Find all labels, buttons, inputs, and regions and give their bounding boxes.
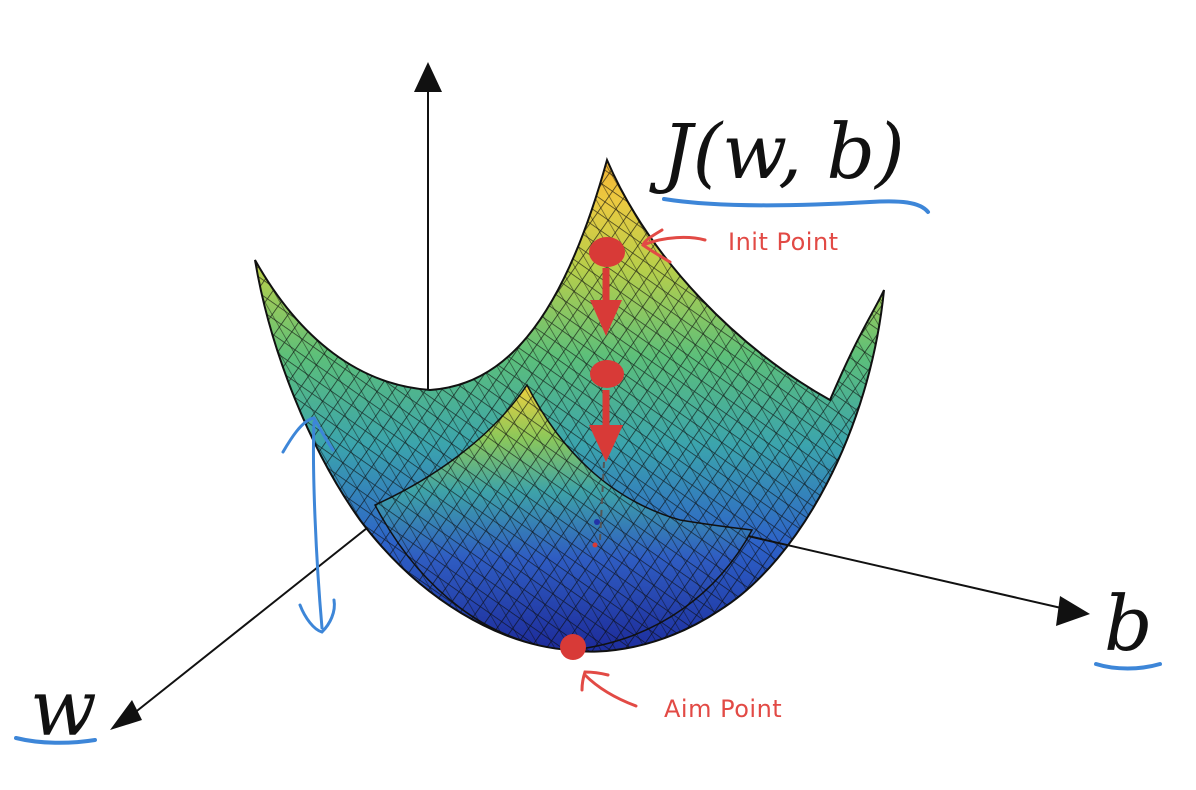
w-axis-label: w xyxy=(30,664,97,754)
down-arrow-icon xyxy=(589,425,623,462)
aim-point-label: Aim Point xyxy=(664,695,782,723)
arrow-head-icon xyxy=(414,62,442,92)
down-arrow-icon xyxy=(590,300,622,336)
descent-path xyxy=(560,237,625,660)
title-underline xyxy=(662,197,930,214)
b-label-underline xyxy=(1094,662,1162,671)
b-axis xyxy=(747,535,1090,626)
aim-point-marker xyxy=(560,634,586,660)
b-axis-label: b xyxy=(1104,579,1153,668)
w-label-underline xyxy=(14,736,97,745)
pointer-arrow-icon xyxy=(641,235,707,247)
init-point-marker xyxy=(589,237,625,267)
height-indicator xyxy=(281,416,336,634)
bowl-surface xyxy=(254,156,885,653)
init-pointer xyxy=(641,228,707,264)
arrow-head-icon xyxy=(110,700,142,730)
pointer-arrow-icon xyxy=(583,673,638,708)
aim-pointer xyxy=(580,670,638,708)
title-label: J(w, b) xyxy=(649,107,905,196)
arrow-head-icon xyxy=(1056,596,1090,626)
init-point-label: Init Point xyxy=(728,228,839,256)
step-point-marker xyxy=(590,360,624,388)
